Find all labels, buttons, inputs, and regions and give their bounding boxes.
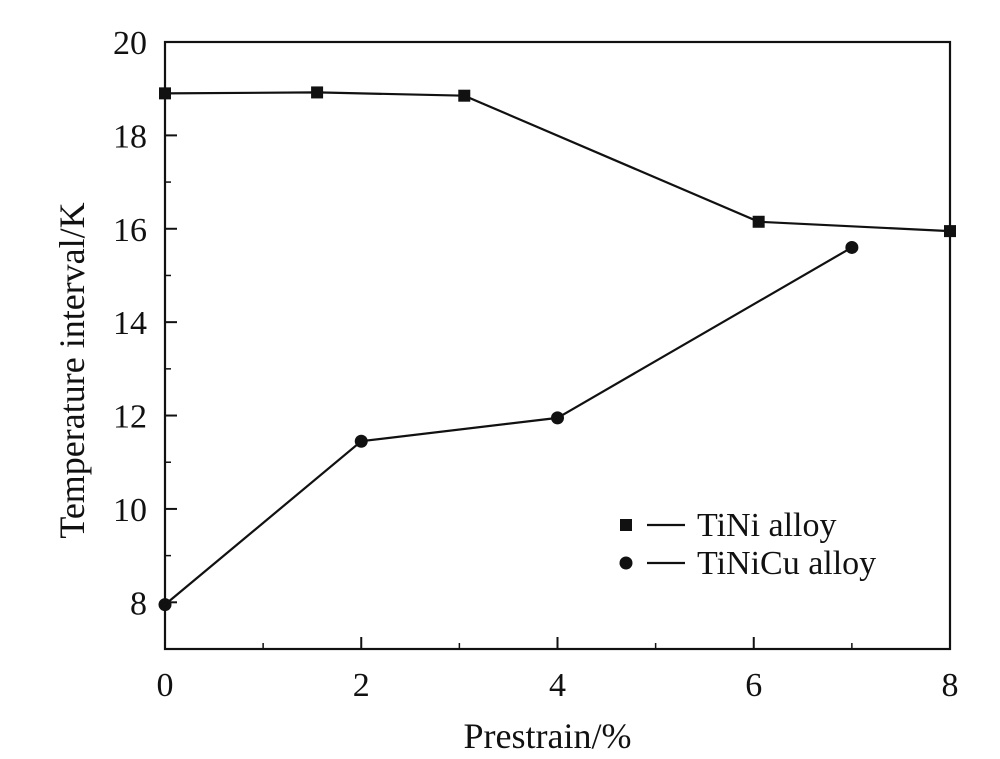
- y-tick-label: 16: [113, 212, 147, 249]
- y-tick-label: 14: [113, 305, 147, 342]
- x-tick-label: 2: [353, 667, 370, 704]
- series-tini: [159, 86, 956, 238]
- y-tick-label: 20: [113, 25, 147, 62]
- data-point-square: [752, 215, 765, 228]
- y-tick-label: 10: [113, 492, 147, 529]
- x-tick-label: 4: [549, 667, 566, 704]
- data-point-square: [311, 86, 324, 99]
- y-axis-title: Temperature interval/K: [52, 202, 92, 538]
- legend-item: TiNi alloy: [620, 507, 837, 544]
- series-line: [164, 246, 853, 606]
- legend-item: TiNiCu alloy: [619, 545, 876, 582]
- data-point-circle: [158, 598, 172, 612]
- data-point-square: [944, 225, 956, 238]
- x-tick-label: 0: [157, 667, 174, 704]
- data-point-circle: [551, 411, 564, 425]
- data-point-circle: [354, 434, 368, 448]
- legend-label: TiNi alloy: [697, 507, 837, 544]
- legend-square-marker: [620, 519, 632, 531]
- data-point-circle: [845, 240, 859, 254]
- legend-circle-marker: [619, 556, 633, 570]
- series-line: [164, 91, 951, 233]
- x-tick-label: 8: [942, 667, 959, 704]
- legend-label: TiNiCu alloy: [697, 545, 876, 582]
- x-tick-label: 6: [745, 667, 762, 704]
- y-tick-label: 18: [113, 118, 147, 155]
- data-point-square: [159, 87, 171, 100]
- series-layer: [158, 86, 956, 612]
- y-axis-ticks: 8 10 12 14 16 18 20: [113, 25, 177, 622]
- x-axis-ticks: 0 2 4 6 8: [157, 637, 959, 704]
- series-tinicu: [158, 240, 859, 612]
- y-tick-label: 12: [113, 399, 147, 436]
- data-point-square: [458, 89, 471, 102]
- y-tick-label: 8: [130, 585, 147, 622]
- x-axis-title: Prestrain/%: [464, 716, 632, 756]
